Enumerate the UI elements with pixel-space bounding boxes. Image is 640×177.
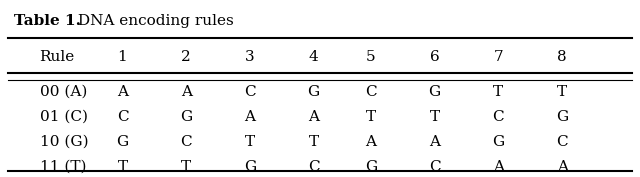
- Text: A: A: [493, 160, 504, 174]
- Text: A: A: [557, 160, 568, 174]
- Text: C: C: [429, 160, 440, 174]
- Text: 7: 7: [493, 50, 503, 64]
- Text: T: T: [366, 110, 376, 124]
- Text: DNA encoding rules: DNA encoding rules: [74, 13, 234, 28]
- Text: 5: 5: [366, 50, 376, 64]
- Text: Rule: Rule: [40, 50, 75, 64]
- Text: A: A: [117, 85, 128, 99]
- Text: A: A: [365, 135, 376, 149]
- Text: C: C: [116, 110, 128, 124]
- Text: C: C: [493, 110, 504, 124]
- Text: 11 (T): 11 (T): [40, 160, 86, 174]
- Text: 1: 1: [118, 50, 127, 64]
- Text: G: G: [556, 110, 568, 124]
- Text: 8: 8: [557, 50, 567, 64]
- Text: T: T: [308, 135, 319, 149]
- Text: A: A: [308, 110, 319, 124]
- Text: C: C: [180, 135, 192, 149]
- Text: T: T: [429, 110, 440, 124]
- Text: 4: 4: [308, 50, 319, 64]
- Text: T: T: [493, 85, 504, 99]
- Text: T: T: [245, 135, 255, 149]
- Text: G: G: [244, 160, 256, 174]
- Text: 00 (A): 00 (A): [40, 85, 87, 99]
- Text: G: G: [492, 135, 504, 149]
- Text: C: C: [556, 135, 568, 149]
- Text: A: A: [429, 135, 440, 149]
- Text: A: A: [244, 110, 255, 124]
- Text: C: C: [365, 85, 377, 99]
- Text: G: G: [180, 110, 192, 124]
- Text: G: G: [365, 160, 377, 174]
- Text: T: T: [117, 160, 127, 174]
- Text: 2: 2: [181, 50, 191, 64]
- Text: Table 1.: Table 1.: [14, 13, 81, 28]
- Text: T: T: [557, 85, 567, 99]
- Text: G: G: [307, 85, 320, 99]
- Text: G: G: [429, 85, 441, 99]
- Text: 10 (G): 10 (G): [40, 135, 88, 149]
- Text: T: T: [181, 160, 191, 174]
- Text: 01 (C): 01 (C): [40, 110, 88, 124]
- Text: 3: 3: [245, 50, 255, 64]
- Text: G: G: [116, 135, 129, 149]
- Text: A: A: [180, 85, 192, 99]
- Text: C: C: [308, 160, 319, 174]
- Text: 6: 6: [430, 50, 440, 64]
- Text: C: C: [244, 85, 256, 99]
